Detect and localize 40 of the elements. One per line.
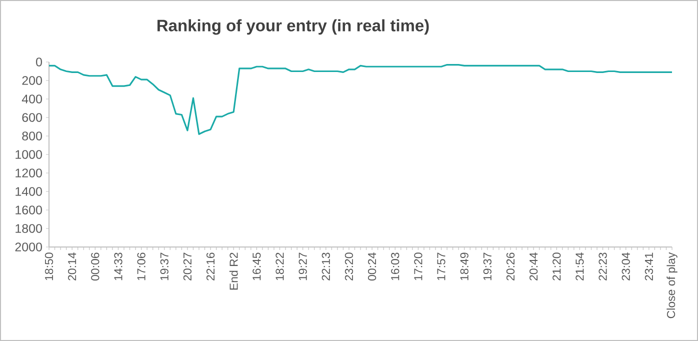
- x-tick-label: 14:33: [114, 252, 122, 280]
- x-tick-label: 23:41: [644, 252, 654, 280]
- x-tick-label: End R2: [229, 252, 238, 290]
- y-tick-label: 1000: [16, 150, 42, 159]
- x-tick-label: 19:37: [483, 252, 492, 280]
- x-tick-label: 16:45: [252, 252, 261, 280]
- x-tick-label: 20:26: [506, 252, 515, 280]
- x-tick-label: 17:20: [414, 252, 422, 280]
- x-tick-label: 19:37: [160, 252, 168, 280]
- y-tick-label: 400: [22, 94, 42, 104]
- chart-title: Ranking of your entry (in real time): [158, 19, 429, 35]
- x-tick-label: 22:16: [206, 252, 215, 280]
- y-tick-label: 1800: [16, 224, 42, 233]
- y-tick-label: 0: [36, 58, 42, 66]
- x-tick-label: 20:44: [529, 252, 538, 280]
- y-tick-label: 200: [22, 76, 42, 85]
- x-tick-label: 21:20: [552, 252, 561, 280]
- y-tick-label: 1200: [16, 168, 42, 178]
- y-tick-label: 1600: [16, 206, 42, 214]
- x-tick-label: 20:27: [183, 252, 192, 280]
- x-tick-label: 22:23: [598, 252, 607, 280]
- x-tick-label: 17:57: [437, 252, 446, 280]
- x-tick-label: 00:24: [368, 252, 376, 281]
- x-tick-label: 00:06: [91, 252, 100, 281]
- x-tick-label: 19:27: [298, 252, 307, 280]
- x-tick-label: 17:06: [137, 252, 146, 280]
- x-tick-label: 18:50: [44, 252, 54, 280]
- x-tick-label: 21:54: [576, 252, 584, 280]
- y-tick-label: 800: [22, 132, 42, 140]
- y-tick-label: 1400: [16, 187, 42, 196]
- x-tick-label: 20:14: [68, 252, 76, 280]
- x-tick-label: 16:03: [391, 252, 400, 280]
- x-tick-label: 23:20: [344, 252, 354, 280]
- x-tick-label: 18:49: [460, 252, 468, 280]
- x-tick-label: Close of play: [666, 252, 678, 318]
- y-tick-label: 600: [22, 113, 42, 122]
- x-tick-label: 23:04: [622, 252, 630, 280]
- x-tick-label: 18:22: [276, 252, 284, 280]
- x-tick-label: 22:13: [322, 252, 330, 280]
- y-tick-label: 2000: [15, 242, 42, 252]
